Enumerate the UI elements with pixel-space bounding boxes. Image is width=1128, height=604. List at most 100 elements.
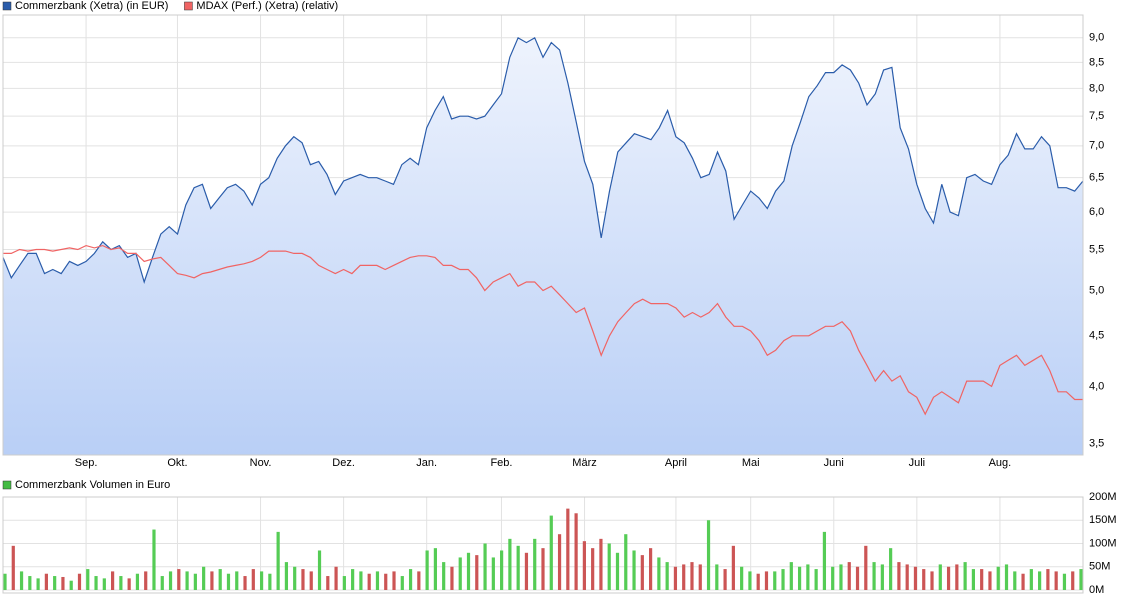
volume-bar [1021,573,1025,590]
x-tick-label: Juli [909,457,926,469]
volume-bar [168,571,173,590]
volume-bar [864,545,868,590]
volume-bar [880,564,884,590]
volume-bar [400,576,404,590]
y-tick-label: 5,5 [1089,243,1104,255]
volume-bar [375,571,380,590]
volume-bar [640,555,644,590]
x-tick-label: Sep. [75,457,98,469]
y-tick-label: 50M [1089,561,1110,573]
volume-bar [980,569,984,590]
volume-bar [897,562,901,590]
volume-bar [715,564,719,590]
volume-bar [839,564,843,590]
volume-bar [77,573,82,590]
volume-bar [789,562,793,590]
volume-bar [185,571,189,590]
y-tick-label: 150M [1089,514,1117,526]
volume-bar [582,541,586,590]
volume-bar [905,564,909,590]
y-tick-label: 100M [1089,537,1117,549]
volume-bar [193,573,197,590]
y-tick-label: 9,0 [1089,32,1104,44]
volume-bar [665,562,669,590]
volume-bar [764,571,769,590]
volume-bar [500,550,504,590]
volume-bar [723,569,727,590]
volume-bar [367,573,371,590]
volume-bar [210,571,214,590]
volume-bar [11,545,15,590]
volume-bar [276,531,280,590]
volume-bar [797,566,802,590]
volume-bar [1046,569,1050,590]
volume-bar [1029,569,1033,590]
volume-bar [177,569,181,590]
volume-bar [855,566,860,590]
volume-bar [615,552,620,590]
y-tick-label: 7,5 [1089,110,1104,122]
volume-bar [86,569,90,590]
legend-label: MDAX (Perf.) (Xetra) (relativ) [196,0,338,12]
volume-bar [533,538,537,590]
x-tick-label: Okt. [167,457,187,469]
volume-bar [946,566,951,590]
volume-bar [574,513,578,590]
volume-bar [251,569,255,590]
volume-bar [955,564,959,590]
x-tick-label: April [665,457,687,469]
volume-bar [740,566,744,590]
volume-bar [466,552,471,590]
volume-bar [938,564,942,590]
volume-bar [119,576,123,590]
volume-bar [1062,573,1067,590]
volume-bar [309,571,313,590]
volume-bar [963,562,967,590]
volume-bar [152,529,156,590]
volume-bar [516,545,520,590]
volume-bar [508,538,512,590]
y-tick-label: 0M [1089,584,1104,596]
x-tick-label: Aug. [989,457,1012,469]
volume-frame [2,496,1084,594]
legend-swatch [2,480,12,490]
legend-swatch [2,1,12,11]
volume-bar [988,571,992,590]
volume-bar [442,562,446,590]
volume-bar [1013,571,1017,590]
y-tick-label: 8,5 [1089,56,1104,68]
volume-bar [706,520,711,590]
volume-bar [773,571,777,590]
legend-swatch [184,1,193,11]
volume-bar [334,566,338,590]
volume-bar [657,557,661,590]
volume-bar [384,573,388,590]
price-frame [2,14,1084,456]
volume-bar [483,543,487,590]
volume-bar [243,576,247,590]
volume-bar [417,571,421,590]
volume-bar [268,573,272,590]
volume-bar [1054,571,1058,590]
volume-bar [102,578,106,590]
y-tick-label: 200M [1089,491,1117,503]
volume-bar [94,576,98,590]
x-tick-label: März [572,457,596,469]
volume-bar [971,569,975,590]
volume-bar [831,566,835,590]
volume-bar [284,562,289,590]
x-tick-label: Juni [824,457,844,469]
volume-bar [433,548,437,590]
volume-bar [293,566,297,590]
volume-bar [673,566,678,590]
volume-bar [814,569,818,590]
volume-bar [53,576,57,590]
volume-bar [557,534,562,590]
volume-bar [1071,571,1075,590]
x-tick-label: Nov. [250,457,272,469]
volume-bar [408,569,413,590]
volume-bar [69,580,73,590]
y-tick-label: 6,0 [1089,206,1104,218]
line [2,36,1084,285]
